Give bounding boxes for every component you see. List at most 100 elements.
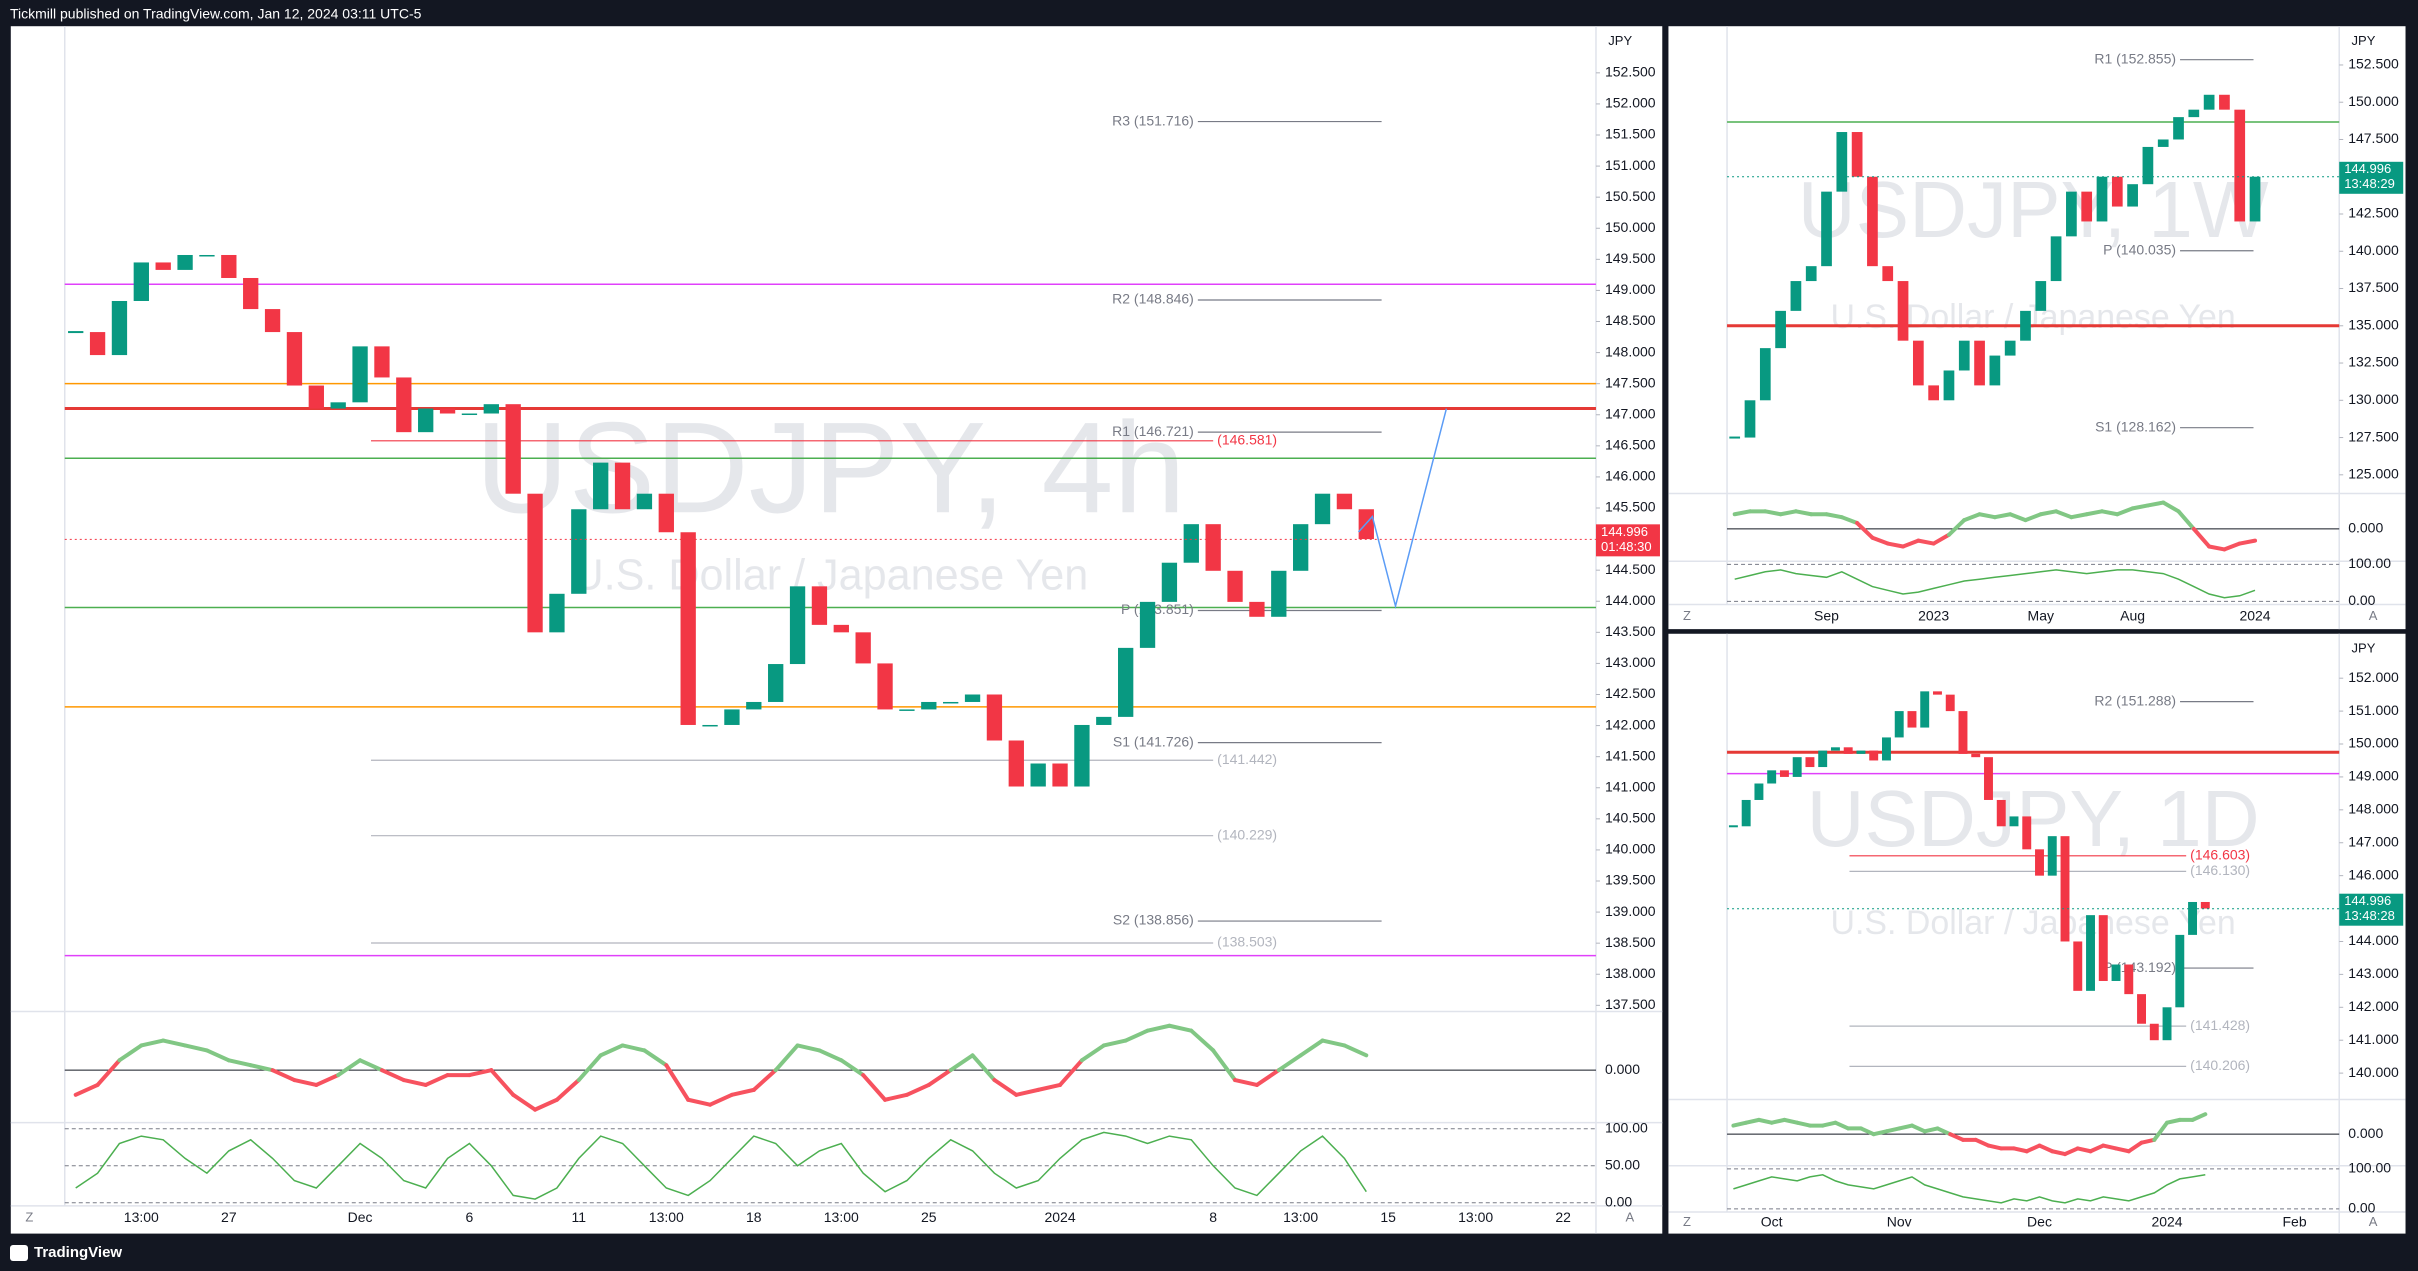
auto-scale-button[interactable]: A — [2369, 1214, 2378, 1229]
symbol-description: U.S. Dollar / Japanese Yen — [1830, 298, 2235, 336]
oscillator-segment — [576, 1053, 603, 1083]
x-tick-label: Sep — [1814, 608, 1839, 624]
oscillator-segment — [1820, 1120, 1838, 1128]
oscillator-segment — [1858, 1126, 1876, 1137]
countdown-label: 13:48:28 — [2344, 908, 2395, 923]
candle-body — [1894, 711, 1904, 738]
y-tick-label: 148.500 — [1605, 312, 1656, 328]
oscillator-segment — [2161, 500, 2181, 514]
oscillator-segment — [1885, 541, 1906, 549]
y-tick-label: 141.500 — [1605, 747, 1656, 763]
candle-body — [243, 277, 259, 310]
oscillator-segment — [423, 1073, 450, 1087]
x-tick-label: 2023 — [1918, 608, 1949, 624]
oscillator-segment — [1320, 1038, 1347, 1048]
oscillator-segment — [1731, 1120, 1749, 1128]
oscillator-segment — [2069, 512, 2089, 520]
candle-body — [1183, 524, 1199, 563]
oscillator-segment — [2130, 503, 2150, 511]
last-price-tag — [2339, 893, 2404, 926]
x-tick-label: 8 — [1209, 1209, 1217, 1225]
footer-brand: TradingView — [34, 1244, 122, 1261]
candle-body — [1767, 770, 1777, 784]
y-tick-label: 146.500 — [1605, 437, 1656, 453]
pivot-level-label: (141.442) — [1217, 751, 1277, 767]
oscillator-segment — [139, 1038, 166, 1048]
oscillator-segment — [2050, 1149, 2068, 1157]
candle-body — [1971, 753, 1981, 758]
candle-body — [614, 462, 631, 510]
oscillator-segment — [1167, 1023, 1194, 1033]
oscillator-segment — [970, 1053, 997, 1083]
oscillator-segment — [73, 1082, 100, 1097]
x-tick-label: May — [2028, 608, 2054, 624]
candle-body — [2073, 941, 2083, 991]
pivot-level-label: P (143.192) — [2103, 959, 2176, 975]
oscillator-segment — [1986, 1143, 2004, 1151]
candle-body — [2086, 915, 2095, 991]
oscillator-segment — [1145, 1023, 1172, 1033]
oscillator-segment — [1276, 1053, 1303, 1073]
pivot-level-label: S1 (141.726) — [1113, 733, 1194, 749]
candle-body — [964, 694, 981, 702]
oscillator-segment — [1884, 1126, 1902, 1134]
oscillator-segment — [1793, 509, 1814, 517]
candle-body — [1759, 348, 1771, 401]
candle-body — [658, 493, 674, 533]
x-tick-label: 13:00 — [1283, 1209, 1318, 1225]
candle-body — [1958, 711, 1968, 754]
candle-body — [111, 300, 128, 356]
candle-body — [680, 532, 696, 725]
last-price-label: 144.996 — [1601, 524, 1648, 539]
oscillator-segment — [751, 1068, 778, 1092]
oscillator-segment — [2075, 1146, 2093, 1154]
zoom-button[interactable]: Z — [1683, 1214, 1691, 1229]
zoom-button[interactable]: Z — [1683, 608, 1691, 623]
candle-body — [593, 462, 609, 510]
stochastic-tick-label: 100.00 — [1605, 1119, 1648, 1135]
pivot-level-label: P (140.035) — [2103, 241, 2176, 257]
y-tick-label: 152.500 — [2348, 56, 2399, 72]
oscillator-segment — [2099, 509, 2120, 517]
candle-body — [1945, 694, 1955, 712]
auto-scale-button[interactable]: A — [1626, 1210, 1635, 1225]
candle-body — [177, 254, 193, 270]
candle-body — [2142, 146, 2154, 185]
candle-body — [1074, 724, 1090, 787]
chart-panel: USDJPY, 1WU.S. Dollar / Japanese YenJPY1… — [1668, 26, 2406, 630]
oscillator-segment — [1298, 1038, 1325, 1058]
x-tick-label: Aug — [2120, 608, 2145, 624]
candle-body — [1882, 266, 1894, 282]
oscillator-segment — [2024, 1143, 2042, 1154]
oscillator-segment — [95, 1058, 122, 1087]
y-tick-label: 142.000 — [1605, 716, 1656, 732]
stochastic-tick-label: 0.00 — [1605, 1193, 1632, 1209]
oscillator-segment — [204, 1048, 231, 1063]
oscillator-tick-label: 0.000 — [1605, 1061, 1640, 1077]
oscillator-segment — [1931, 532, 1951, 546]
stochastic-line — [75, 1131, 1367, 1200]
candle-body — [374, 346, 390, 378]
oscillator-segment — [1189, 1028, 1216, 1053]
oscillator-tick-label: 0.000 — [2348, 1125, 2383, 1141]
oscillator-segment — [1756, 1117, 1774, 1125]
oscillator-segment — [379, 1068, 406, 1083]
candle-body — [1843, 747, 1853, 754]
oscillator-segment — [686, 1097, 713, 1107]
countdown-label: 13:48:29 — [2344, 176, 2395, 191]
x-tick-label: 2024 — [1044, 1209, 1075, 1225]
x-tick-label: Dec — [2027, 1214, 2052, 1230]
candle-body — [418, 408, 434, 433]
pivot-level-label: (140.206) — [2190, 1057, 2250, 1073]
y-tick-label: 140.000 — [2348, 242, 2399, 258]
auto-scale-button[interactable]: A — [2369, 608, 2378, 623]
oscillator-segment — [1977, 512, 1997, 520]
candle-body — [2188, 109, 2200, 118]
symbol-description: U.S. Dollar / Japanese Yen — [1830, 904, 2235, 942]
zoom-button[interactable]: Z — [25, 1210, 33, 1225]
y-tick-label: 139.500 — [1605, 872, 1656, 888]
oscillator-segment — [1342, 1043, 1369, 1058]
candle-body — [811, 586, 828, 625]
candle-body — [1754, 783, 1764, 800]
